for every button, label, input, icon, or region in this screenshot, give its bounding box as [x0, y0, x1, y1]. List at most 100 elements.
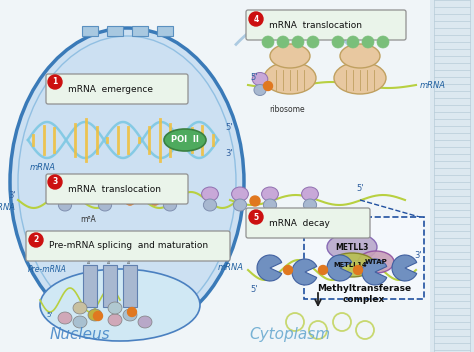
Circle shape — [150, 195, 160, 205]
Circle shape — [377, 36, 389, 48]
Circle shape — [307, 36, 319, 48]
Ellipse shape — [203, 199, 217, 211]
Ellipse shape — [252, 73, 268, 86]
Text: mRNA  emergence: mRNA emergence — [68, 84, 153, 94]
Circle shape — [362, 36, 374, 48]
Text: Pre-mRNA: Pre-mRNA — [28, 265, 67, 275]
Circle shape — [249, 210, 263, 224]
Wedge shape — [362, 259, 387, 285]
Ellipse shape — [88, 309, 102, 321]
Ellipse shape — [303, 199, 317, 211]
Ellipse shape — [340, 44, 380, 68]
Circle shape — [319, 265, 328, 275]
Text: Exon: Exon — [128, 253, 132, 263]
Text: 5': 5' — [250, 73, 257, 82]
Ellipse shape — [58, 199, 72, 211]
Ellipse shape — [58, 312, 72, 324]
Text: Cytoplasm: Cytoplasm — [249, 327, 330, 342]
Text: 3: 3 — [52, 177, 58, 187]
Ellipse shape — [232, 187, 248, 201]
Text: mRNA  translocation: mRNA translocation — [269, 20, 362, 30]
Ellipse shape — [334, 62, 386, 94]
Bar — [132, 26, 148, 36]
Text: POI  II: POI II — [171, 136, 199, 145]
Circle shape — [347, 36, 359, 48]
Circle shape — [354, 265, 363, 275]
Bar — [103, 265, 117, 307]
Bar — [157, 26, 173, 36]
Text: 5': 5' — [356, 184, 364, 193]
Ellipse shape — [264, 199, 277, 211]
Ellipse shape — [264, 62, 316, 94]
Text: Nucleus: Nucleus — [50, 327, 110, 342]
Circle shape — [277, 36, 289, 48]
Ellipse shape — [138, 316, 152, 328]
Text: Methyltransferase
complex: Methyltransferase complex — [317, 284, 411, 304]
Circle shape — [262, 36, 274, 48]
Circle shape — [292, 36, 304, 48]
Text: m⁶A: m⁶A — [80, 215, 96, 224]
Text: Pre-mRNA splicing  and maturation: Pre-mRNA splicing and maturation — [49, 241, 208, 251]
Circle shape — [48, 75, 62, 89]
Circle shape — [29, 233, 43, 247]
Ellipse shape — [56, 187, 73, 201]
Text: Exon: Exon — [88, 253, 92, 263]
Text: 3': 3' — [225, 149, 233, 157]
Ellipse shape — [327, 233, 377, 261]
Text: 5: 5 — [254, 213, 258, 221]
Text: 3': 3' — [414, 251, 422, 260]
Circle shape — [264, 82, 273, 90]
Text: 4: 4 — [254, 14, 259, 24]
Ellipse shape — [73, 302, 87, 314]
Bar — [107, 26, 123, 36]
Ellipse shape — [123, 309, 137, 321]
Wedge shape — [392, 255, 417, 281]
FancyBboxPatch shape — [304, 217, 424, 299]
Text: 5': 5' — [250, 285, 258, 294]
Text: METLL14: METLL14 — [333, 262, 367, 268]
FancyBboxPatch shape — [246, 208, 370, 238]
Ellipse shape — [108, 302, 122, 314]
FancyBboxPatch shape — [26, 231, 230, 261]
Text: mRNA: mRNA — [420, 81, 446, 89]
Circle shape — [48, 175, 62, 189]
Ellipse shape — [201, 187, 219, 201]
Wedge shape — [292, 259, 317, 285]
Text: mRNA  translocation: mRNA translocation — [68, 184, 161, 194]
Text: 3': 3' — [9, 191, 16, 201]
Text: METLL3: METLL3 — [335, 243, 369, 251]
Text: mRNA: mRNA — [218, 263, 244, 271]
Bar — [430, 0, 474, 352]
Text: 5': 5' — [225, 124, 233, 132]
Circle shape — [283, 265, 292, 275]
Ellipse shape — [99, 199, 111, 211]
Circle shape — [332, 36, 344, 48]
Circle shape — [250, 196, 260, 206]
Circle shape — [249, 12, 263, 26]
Circle shape — [93, 312, 102, 321]
Ellipse shape — [233, 199, 246, 211]
Circle shape — [125, 195, 135, 205]
Wedge shape — [327, 255, 352, 281]
Ellipse shape — [262, 187, 278, 201]
Ellipse shape — [162, 187, 178, 201]
Text: mRNA: mRNA — [0, 202, 16, 212]
Ellipse shape — [108, 314, 122, 326]
Ellipse shape — [97, 187, 113, 201]
Ellipse shape — [301, 187, 319, 201]
Text: mRNA: mRNA — [30, 163, 56, 172]
Ellipse shape — [164, 199, 177, 211]
Bar — [83, 265, 97, 307]
Circle shape — [128, 308, 137, 316]
Text: 5': 5' — [47, 312, 53, 318]
Text: Exon: Exon — [108, 253, 112, 263]
Ellipse shape — [254, 84, 266, 95]
Text: ribosome: ribosome — [269, 105, 305, 114]
Ellipse shape — [164, 129, 206, 151]
Wedge shape — [257, 255, 282, 281]
FancyBboxPatch shape — [246, 10, 406, 40]
Ellipse shape — [40, 269, 200, 341]
Bar — [123, 265, 137, 307]
Text: 2: 2 — [33, 235, 38, 245]
Ellipse shape — [10, 28, 244, 336]
